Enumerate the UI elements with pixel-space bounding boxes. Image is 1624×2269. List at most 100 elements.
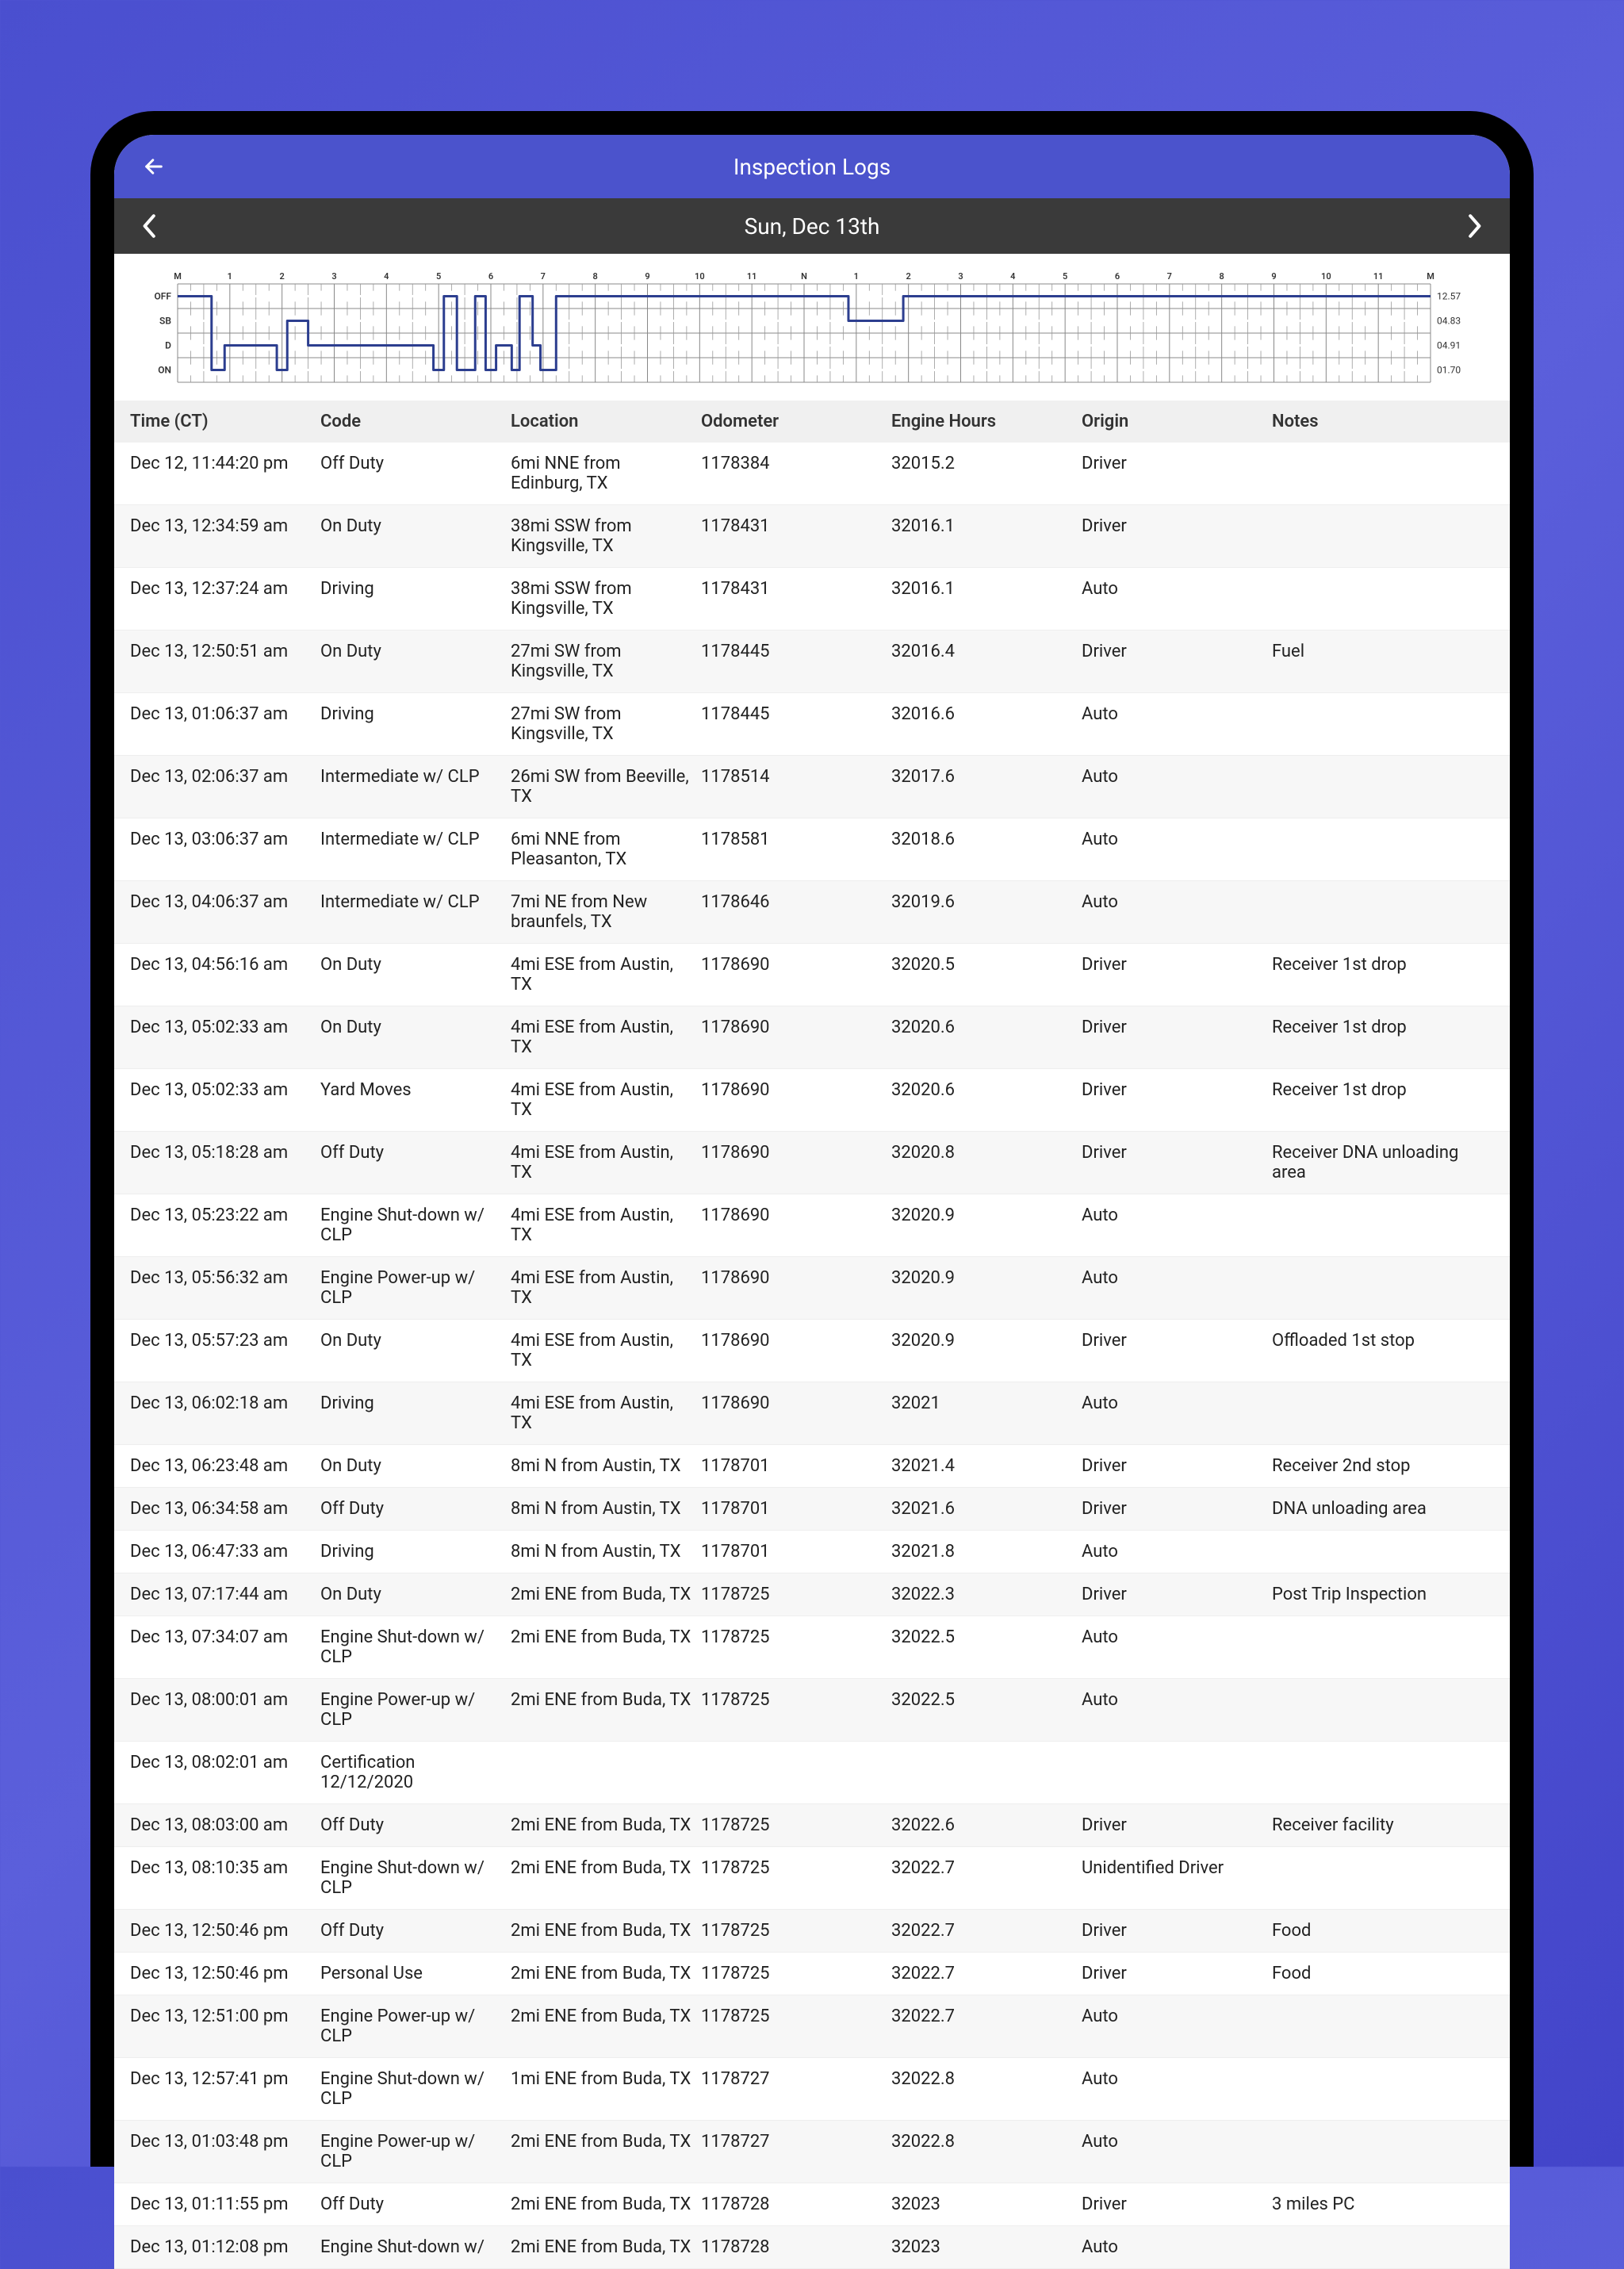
table-cell — [1272, 2006, 1494, 2046]
date-nav-bar: Sun, Dec 13th — [114, 198, 1510, 254]
table-cell: 2mi ENE from Buda, TX — [511, 2194, 701, 2214]
table-cell: Driving — [320, 1542, 511, 1562]
table-cell: 1178725 — [701, 2006, 891, 2046]
table-cell: 32022.7 — [891, 1858, 1082, 1898]
table-cell: Dec 13, 08:10:35 am — [130, 1858, 320, 1898]
table-cell: Auto — [1082, 830, 1272, 869]
table-row[interactable]: Dec 13, 04:56:16 amOn Duty4mi ESE from A… — [114, 944, 1510, 1006]
table-cell: Dec 13, 05:02:33 am — [130, 1080, 320, 1120]
table-row[interactable]: Dec 13, 06:23:48 amOn Duty8mi N from Aus… — [114, 1445, 1510, 1488]
prev-day-button[interactable] — [138, 214, 162, 238]
table-cell: 2mi ENE from Buda, TX — [511, 1921, 701, 1941]
table-cell: Off Duty — [320, 1143, 511, 1182]
table-cell: Driver — [1082, 1815, 1272, 1835]
table-row[interactable]: Dec 13, 08:02:01 amCertification 12/12/2… — [114, 1742, 1510, 1804]
table-cell: 1178725 — [701, 1964, 891, 1983]
svg-text:10: 10 — [695, 271, 705, 282]
table-cell: Receiver 1st drop — [1272, 1080, 1494, 1120]
table-row[interactable]: Dec 13, 06:47:33 amDriving8mi N from Aus… — [114, 1531, 1510, 1573]
table-cell: Dec 13, 01:11:55 pm — [130, 2194, 320, 2214]
table-cell: 2mi ENE from Buda, TX — [511, 1585, 701, 1604]
svg-text:OFF: OFF — [155, 291, 172, 302]
table-cell: Dec 13, 07:34:07 am — [130, 1627, 320, 1667]
table-row[interactable]: Dec 13, 01:12:08 pmEngine Shut-down w/2m… — [114, 2226, 1510, 2269]
table-cell: 1178690 — [701, 955, 891, 995]
next-day-button[interactable] — [1462, 214, 1486, 238]
table-cell: 32018.6 — [891, 830, 1082, 869]
svg-text:9: 9 — [645, 271, 649, 282]
table-cell: 1178690 — [701, 1268, 891, 1308]
table-row[interactable]: Dec 13, 12:50:46 pmPersonal Use2mi ENE f… — [114, 1953, 1510, 1995]
table-cell: Intermediate w/ CLP — [320, 767, 511, 807]
table-cell: On Duty — [320, 1018, 511, 1057]
table-row[interactable]: Dec 13, 06:34:58 amOff Duty8mi N from Au… — [114, 1488, 1510, 1531]
table-row[interactable]: Dec 13, 07:17:44 amOn Duty2mi ENE from B… — [114, 1573, 1510, 1616]
table-cell: 2mi ENE from Buda, TX — [511, 1815, 701, 1835]
table-cell: Auto — [1082, 892, 1272, 932]
table-row[interactable]: Dec 13, 08:03:00 amOff Duty2mi ENE from … — [114, 1804, 1510, 1847]
table-cell: 4mi ESE from Austin, TX — [511, 1018, 701, 1057]
svg-text:M: M — [1427, 271, 1434, 282]
table-cell: 1178431 — [701, 516, 891, 556]
table-row[interactable]: Dec 13, 01:11:55 pmOff Duty2mi ENE from … — [114, 2183, 1510, 2226]
table-row[interactable]: Dec 13, 04:06:37 amIntermediate w/ CLP7m… — [114, 881, 1510, 944]
table-row[interactable]: Dec 13, 05:02:33 amYard Moves4mi ESE fro… — [114, 1069, 1510, 1132]
table-row[interactable]: Dec 12, 11:44:20 pmOff Duty6mi NNE from … — [114, 443, 1510, 505]
table-cell: Personal Use — [320, 1964, 511, 1983]
table-cell: Engine Power-up w/ CLP — [320, 1690, 511, 1730]
table-cell: Auto — [1082, 579, 1272, 619]
table-cell: 1178727 — [701, 2069, 891, 2109]
table-row[interactable]: Dec 13, 07:34:07 amEngine Shut-down w/ C… — [114, 1616, 1510, 1679]
svg-text:4: 4 — [384, 271, 389, 282]
table-row[interactable]: Dec 13, 12:34:59 amOn Duty38mi SSW from … — [114, 505, 1510, 568]
table-row[interactable]: Dec 13, 05:57:23 amOn Duty4mi ESE from A… — [114, 1320, 1510, 1382]
col-header-notes: Notes — [1272, 412, 1494, 431]
table-row[interactable]: Dec 13, 01:06:37 amDriving27mi SW from K… — [114, 693, 1510, 756]
hos-graph-container: M1234567891011N1234567891011MOFF12.57SB0… — [114, 254, 1510, 401]
svg-text:D: D — [165, 340, 171, 351]
table-cell: 4mi ESE from Austin, TX — [511, 1393, 701, 1433]
table-cell: Off Duty — [320, 1499, 511, 1519]
back-arrow-button[interactable] — [138, 151, 170, 182]
table-cell: Off Duty — [320, 454, 511, 493]
table-cell: Auto — [1082, 1205, 1272, 1245]
table-row[interactable]: Dec 13, 08:00:01 amEngine Power-up w/ CL… — [114, 1679, 1510, 1742]
table-row[interactable]: Dec 13, 05:56:32 amEngine Power-up w/ CL… — [114, 1257, 1510, 1320]
table-row[interactable]: Dec 13, 02:06:37 amIntermediate w/ CLP26… — [114, 756, 1510, 818]
col-header-code: Code — [320, 412, 511, 431]
table-cell: Auto — [1082, 1542, 1272, 1562]
table-row[interactable]: Dec 13, 12:50:51 amOn Duty27mi SW from K… — [114, 630, 1510, 693]
table-cell: Driver — [1082, 1331, 1272, 1370]
table-cell: 1178728 — [701, 2194, 891, 2214]
table-cell: 8mi N from Austin, TX — [511, 1499, 701, 1519]
table-cell: 32022.7 — [891, 1921, 1082, 1941]
table-cell: Receiver 1st drop — [1272, 1018, 1494, 1057]
table-cell — [1272, 830, 1494, 869]
table-cell: Driver — [1082, 1499, 1272, 1519]
table-row[interactable]: Dec 13, 08:10:35 amEngine Shut-down w/ C… — [114, 1847, 1510, 1910]
table-cell: Dec 13, 03:06:37 am — [130, 830, 320, 869]
table-row[interactable]: Dec 13, 05:18:28 amOff Duty4mi ESE from … — [114, 1132, 1510, 1194]
table-cell: 32020.8 — [891, 1143, 1082, 1182]
table-row[interactable]: Dec 13, 03:06:37 amIntermediate w/ CLP6m… — [114, 818, 1510, 881]
table-row[interactable]: Dec 13, 05:23:22 amEngine Shut-down w/ C… — [114, 1194, 1510, 1257]
table-cell: 1178701 — [701, 1499, 891, 1519]
table-cell: Driver — [1082, 516, 1272, 556]
svg-text:04.91: 04.91 — [1437, 340, 1461, 351]
table-cell: Receiver 2nd stop — [1272, 1456, 1494, 1476]
table-cell: 1178725 — [701, 1690, 891, 1730]
table-row[interactable]: Dec 13, 06:02:18 amDriving4mi ESE from A… — [114, 1382, 1510, 1445]
table-cell: 2mi ENE from Buda, TX — [511, 2132, 701, 2171]
table-cell: 1178646 — [701, 892, 891, 932]
table-cell: 1178725 — [701, 1858, 891, 1898]
table-cell: Dec 13, 08:02:01 am — [130, 1753, 320, 1792]
table-row[interactable]: Dec 13, 12:51:00 pmEngine Power-up w/ CL… — [114, 1995, 1510, 2058]
table-row[interactable]: Dec 13, 12:37:24 amDriving38mi SSW from … — [114, 568, 1510, 630]
table-cell: Dec 13, 06:34:58 am — [130, 1499, 320, 1519]
table-row[interactable]: Dec 13, 12:50:46 pmOff Duty2mi ENE from … — [114, 1910, 1510, 1953]
table-row[interactable]: Dec 13, 12:57:41 pmEngine Shut-down w/ C… — [114, 2058, 1510, 2121]
table-row[interactable]: Dec 13, 01:03:48 pmEngine Power-up w/ CL… — [114, 2121, 1510, 2183]
table-cell: Driving — [320, 704, 511, 744]
table-row[interactable]: Dec 13, 05:02:33 amOn Duty4mi ESE from A… — [114, 1006, 1510, 1069]
table-cell: Driver — [1082, 1921, 1272, 1941]
